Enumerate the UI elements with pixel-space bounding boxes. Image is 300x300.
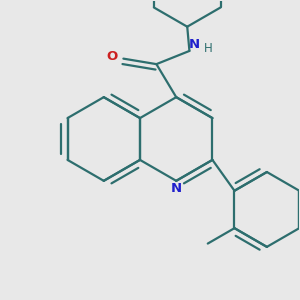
Text: N: N — [171, 182, 182, 195]
Text: H: H — [204, 42, 212, 55]
Text: O: O — [107, 50, 118, 63]
Text: N: N — [188, 38, 200, 51]
